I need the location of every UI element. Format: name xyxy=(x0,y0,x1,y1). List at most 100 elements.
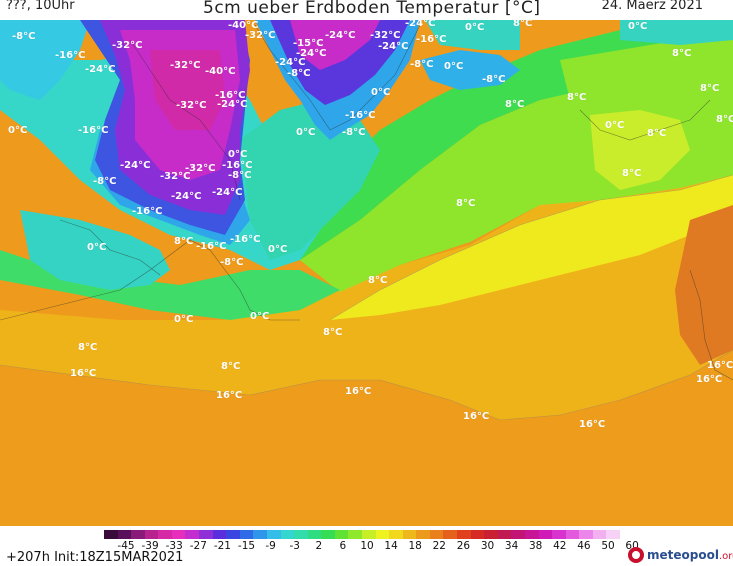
color-scale-swatch xyxy=(416,530,430,539)
color-scale-tick: -27 xyxy=(189,540,207,552)
color-scale-swatch xyxy=(307,530,322,539)
temp-label: -32°C xyxy=(176,100,207,111)
temp-label: 8°C xyxy=(622,168,642,179)
temp-label: -32°C xyxy=(112,40,143,51)
map-title: 5cm ueber Erdboden Temperatur [°C] xyxy=(203,0,541,18)
temp-label: -16°C xyxy=(132,206,163,217)
temp-label: 8°C xyxy=(368,275,388,286)
color-scale-swatch xyxy=(226,530,240,539)
temp-label: 0°C xyxy=(87,242,107,253)
temp-label: 8°C xyxy=(78,342,98,353)
temp-label: 8°C xyxy=(716,114,733,125)
temp-label: 8°C xyxy=(647,128,667,139)
temp-label: 0°C xyxy=(465,22,485,33)
color-scale-tick: 26 xyxy=(456,540,471,552)
color-scale-swatch xyxy=(334,530,349,539)
temp-label: 8°C xyxy=(221,361,241,372)
color-scale-swatch xyxy=(497,530,512,539)
temp-label: -16°C xyxy=(230,234,261,245)
temp-label: -8°C xyxy=(228,170,252,181)
temp-label: -24°C xyxy=(85,64,116,75)
temp-label: -24°C xyxy=(296,48,327,59)
meteopool-logo[interactable]: meteopool.org xyxy=(628,545,733,565)
temp-label: -40°C xyxy=(205,66,236,77)
temp-label: 0°C xyxy=(250,311,270,322)
temp-label: -8°C xyxy=(93,176,117,187)
temp-label: -32°C xyxy=(185,163,216,174)
color-scale-tick: 38 xyxy=(529,540,543,552)
temp-label: 0°C xyxy=(268,244,288,255)
temp-label: 8°C xyxy=(567,92,587,103)
temp-label: 16°C xyxy=(70,368,97,379)
color-scale-swatch xyxy=(348,530,362,539)
temp-label: -8°C xyxy=(410,59,434,70)
temp-label: -8°C xyxy=(12,31,36,42)
temp-label: -8°C xyxy=(482,74,506,85)
color-scale-swatch xyxy=(294,530,308,539)
color-scale-swatch xyxy=(117,530,132,539)
temp-label: 8°C xyxy=(456,198,476,209)
temp-label: 8°C xyxy=(174,236,194,247)
color-scale-swatch xyxy=(592,530,607,539)
color-scale-tick: -45 xyxy=(117,540,135,552)
temp-label: 8°C xyxy=(323,327,343,338)
header: ???, 10Uhr 5cm ueber Erdboden Temperatur… xyxy=(0,0,733,22)
color-scale-swatch xyxy=(104,530,118,539)
color-scale-swatch xyxy=(389,530,403,539)
temp-label: -24°C xyxy=(171,191,202,202)
temp-label: -24°C xyxy=(405,20,436,29)
meteopool-logo-icon xyxy=(628,547,644,563)
color-scale-swatch xyxy=(253,530,267,539)
color-scale-tick: 14 xyxy=(384,540,398,552)
color-scale-swatch xyxy=(457,530,471,539)
temp-label: -16°C xyxy=(222,160,253,171)
temp-label: 16°C xyxy=(345,386,372,397)
color-scale-tick: -15 xyxy=(237,540,256,552)
color-scale-swatch xyxy=(402,530,417,539)
temp-label: 0°C xyxy=(228,149,248,160)
temp-label: 0°C xyxy=(605,120,625,131)
color-scale-labels: -45 -39 -33 -27 -21 -15 -9 -3 2 6 10 14 18 22 26 30 34 38… xyxy=(100,540,640,554)
temp-label: -24°C xyxy=(325,30,356,41)
temp-label: -16°C xyxy=(345,110,376,121)
temp-label: -40°C xyxy=(228,20,259,31)
temp-label: 0°C xyxy=(8,125,28,136)
temp-label: 16°C xyxy=(463,411,490,422)
temp-label: 16°C xyxy=(707,360,733,371)
color-scale-swatch xyxy=(361,530,376,539)
color-scale-tick: -33 xyxy=(165,540,183,552)
color-scale-swatch xyxy=(524,530,539,539)
temp-label: -24°C xyxy=(120,160,151,171)
forecast-date: 24. Maerz 2021 xyxy=(601,0,703,13)
temp-label: 16°C xyxy=(696,374,723,385)
logo-text: meteopool.org xyxy=(647,548,733,562)
temp-label: 0°C xyxy=(296,127,316,138)
temp-label: -16°C xyxy=(196,241,227,252)
temp-label: -16°C xyxy=(416,34,447,45)
color-scale-swatch xyxy=(185,530,200,539)
color-scale-swatch xyxy=(212,530,227,539)
temp-label: 8°C xyxy=(672,48,692,59)
temp-label: 8°C xyxy=(505,99,525,110)
temp-label: -32°C xyxy=(170,60,201,71)
temp-label: -8°C xyxy=(220,257,244,268)
color-scale-swatch xyxy=(470,530,485,539)
color-scale-swatch xyxy=(199,530,213,539)
temp-label: 0°C xyxy=(628,21,648,32)
color-scale-swatch xyxy=(280,530,295,539)
temp-label: -8°C xyxy=(287,68,311,79)
temp-label: 0°C xyxy=(371,87,391,98)
temp-label: -24°C xyxy=(217,99,248,110)
color-scale-tick: -39 xyxy=(141,540,159,552)
temp-label: 8°C xyxy=(700,83,720,94)
color-scale-swatch xyxy=(565,530,580,539)
temp-label: -16°C xyxy=(215,90,246,101)
color-scale-tick: 30 xyxy=(480,540,495,552)
temp-label: -8°C xyxy=(342,127,366,138)
color-scale-swatch xyxy=(552,530,566,539)
footer: -45 -39 -33 -27 -21 -15 -9 -3 2 6 10 14 18 22 26 30 34 38… xyxy=(0,526,733,566)
temperature-map: -8°C -16°C -24°C -32°C -32°C -40°C -40°C… xyxy=(0,20,733,526)
color-scale-swatch xyxy=(538,530,553,539)
temp-label: -16°C xyxy=(55,50,86,61)
color-scale-tick: -3 xyxy=(289,540,300,552)
